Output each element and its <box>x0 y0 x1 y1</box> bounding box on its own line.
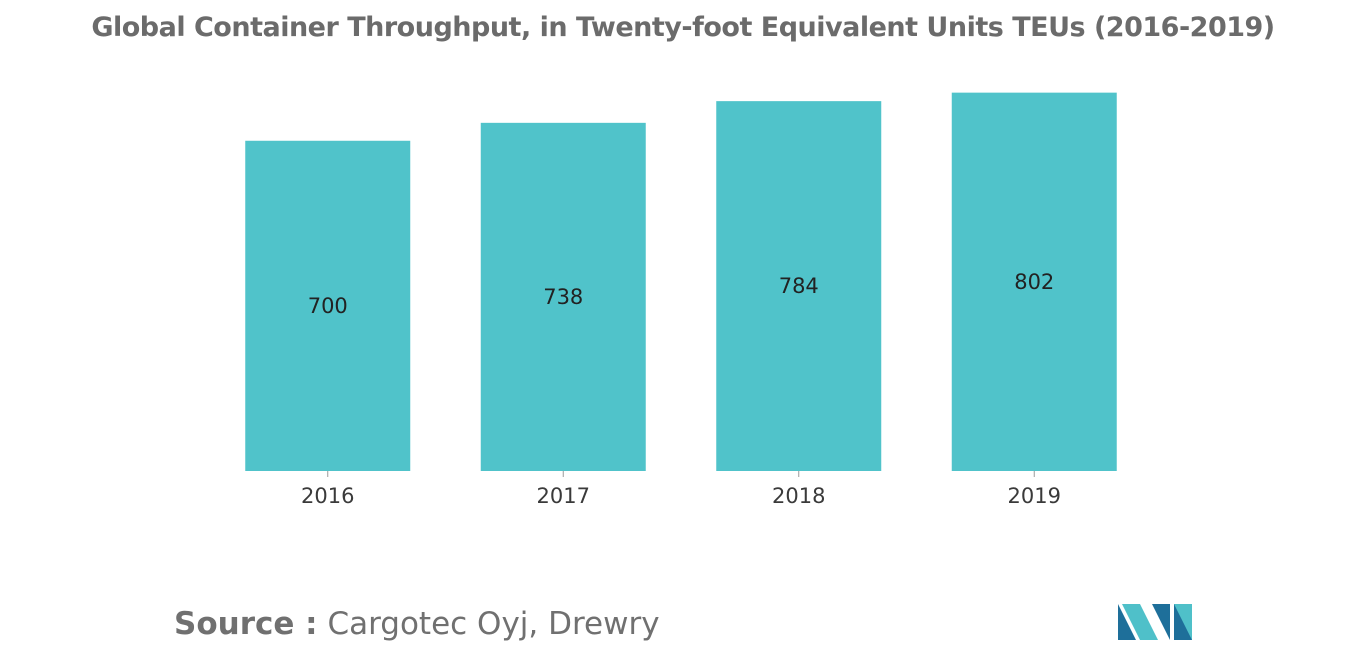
logo-shape-3 <box>1152 604 1170 640</box>
value-labels-group: 700 738 784 802 <box>308 270 1055 318</box>
value-label-2019: 802 <box>1014 270 1054 294</box>
bar-2019 <box>951 92 1117 471</box>
x-tick-label-2016: 2016 <box>301 484 354 508</box>
x-tick-labels-group: 2016 2017 2018 2019 <box>301 471 1061 508</box>
x-tick-label-2019: 2019 <box>1008 484 1061 508</box>
bars-group <box>245 92 1117 471</box>
value-label-2018: 784 <box>779 274 819 298</box>
source-note: Source : Cargotec Oyj, Drewry <box>174 606 660 642</box>
value-label-2016: 700 <box>308 294 348 318</box>
bar-2018 <box>716 101 882 471</box>
logo-shape-5 <box>1174 604 1192 640</box>
mordor-intelligence-logo-icon <box>1118 604 1192 640</box>
bar-2016 <box>245 140 411 471</box>
logo-shape-2 <box>1122 604 1158 640</box>
bar-2017 <box>480 122 646 471</box>
logo-shape-1 <box>1118 604 1136 640</box>
chart-title: Global Container Throughput, in Twenty-f… <box>91 12 1275 43</box>
x-tick-label-2017: 2017 <box>537 484 590 508</box>
source-value: Cargotec Oyj, Drewry <box>327 606 660 642</box>
x-tick-label-2018: 2018 <box>772 484 825 508</box>
source-label: Source : <box>174 606 318 642</box>
value-label-2017: 738 <box>543 285 583 309</box>
bar-chart: 700 738 784 802 2016 2017 2018 2019 <box>245 92 1117 508</box>
